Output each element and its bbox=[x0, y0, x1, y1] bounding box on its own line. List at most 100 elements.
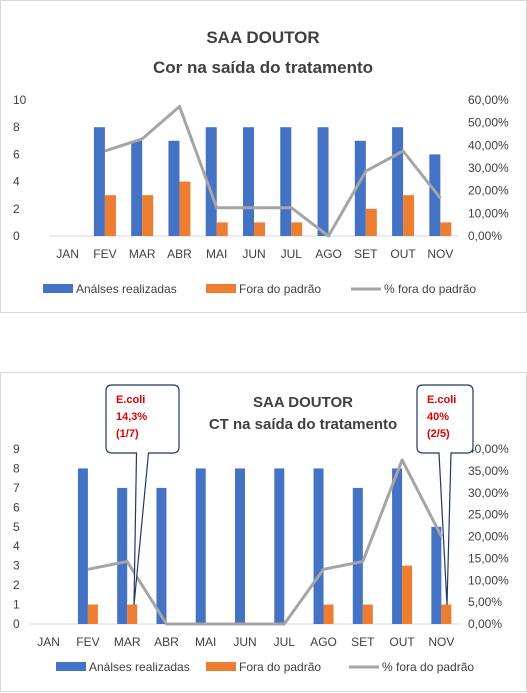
chart-title: SAA DOUTOR bbox=[253, 394, 353, 411]
x-tick-label: AGO bbox=[310, 635, 337, 649]
x-tick-label: ABR bbox=[154, 635, 179, 649]
bar-out-of-standard bbox=[127, 604, 138, 624]
x-tick-label: FEV bbox=[76, 635, 99, 649]
y2-tick-label: 50,00% bbox=[468, 116, 509, 130]
x-tick-label: MAI bbox=[206, 247, 227, 261]
x-tick-label: FEV bbox=[93, 247, 116, 261]
y2-tick-label: 35,00% bbox=[468, 464, 509, 478]
y-tick-label: 2 bbox=[13, 202, 20, 216]
y2-tick-label: 60,00% bbox=[468, 93, 509, 107]
chart-cor: SAA DOUTOR Cor na saída do tratamento 0 2… bbox=[13, 28, 509, 296]
y2-tick-label: 30,00% bbox=[468, 486, 509, 500]
bar-analyses bbox=[243, 127, 254, 236]
legend-label: % fora do padrão bbox=[384, 282, 476, 296]
bar-analyses bbox=[392, 468, 403, 624]
x-tick-label: JUN bbox=[233, 635, 256, 649]
y-tick-label: 9 bbox=[13, 442, 20, 456]
legend-swatch bbox=[206, 284, 236, 293]
x-tick-label: OUT bbox=[390, 247, 416, 261]
y2-tick-label: 5,00% bbox=[468, 595, 502, 609]
x-tick-label: AGO bbox=[315, 247, 342, 261]
bar-analyses bbox=[156, 487, 167, 624]
bar-analyses bbox=[205, 127, 217, 236]
x-tick-label: SET bbox=[354, 247, 378, 261]
bar-out-of-standard bbox=[291, 222, 303, 236]
legend-label: Análses realizadas bbox=[89, 660, 190, 674]
y-tick-label: 6 bbox=[13, 147, 20, 161]
x-tick-label: ABR bbox=[167, 247, 192, 261]
callout-box bbox=[105, 384, 180, 606]
chart-ct: SAA DOUTOR CT na saída do tratamento 0 1 2… bbox=[13, 384, 509, 674]
bar-analyses bbox=[354, 140, 366, 236]
bar-out-of-standard bbox=[254, 222, 265, 236]
x-tick-label: JAN bbox=[37, 635, 60, 649]
line-percent-out bbox=[104, 105, 442, 238]
bar-out-of-standard bbox=[362, 604, 373, 624]
x-tick-label: JUL bbox=[281, 247, 303, 261]
x-tick-label: OUT bbox=[389, 635, 415, 649]
callout-box bbox=[416, 384, 474, 606]
legend-label: Fora do padrão bbox=[239, 282, 321, 296]
y2-tick-label: 25,00% bbox=[468, 508, 509, 522]
x-tick-label: MAR bbox=[114, 635, 141, 649]
x-tick-label: SET bbox=[351, 635, 375, 649]
bar-out-of-standard bbox=[142, 195, 154, 236]
y2-tick-label: 20,00% bbox=[468, 184, 509, 198]
y-tick-label: 4 bbox=[13, 175, 20, 189]
y-tick-label: 4 bbox=[13, 539, 20, 553]
bar-out-of-standard bbox=[104, 195, 116, 236]
y-tick-label: 10 bbox=[13, 93, 27, 107]
y2-tick-label: 10,00% bbox=[468, 573, 509, 587]
bar-out-of-standard bbox=[216, 222, 228, 236]
bar-analyses bbox=[392, 127, 404, 236]
y-tick-label: 0 bbox=[13, 617, 20, 631]
legend-swatch bbox=[56, 662, 86, 671]
legend-label: Análses realizadas bbox=[76, 282, 177, 296]
callout-text: E.coli bbox=[427, 394, 456, 406]
y-tick-label: 7 bbox=[13, 481, 20, 495]
y-tick-label: 6 bbox=[13, 500, 20, 514]
x-tick-label: MAR bbox=[129, 247, 156, 261]
y-tick-label: 2 bbox=[13, 578, 20, 592]
chart-subtitle: CT na saída do tratamento bbox=[209, 416, 397, 433]
callout-text: (2/5) bbox=[427, 428, 450, 440]
bar-out-of-standard bbox=[402, 565, 413, 624]
bar-out-of-standard bbox=[323, 604, 334, 624]
chart-panel-ct: SAA DOUTOR CT na saída do tratamento 0 1 2… bbox=[0, 372, 527, 692]
bar-analyses bbox=[280, 127, 292, 236]
legend-swatch bbox=[43, 284, 73, 293]
chart-subtitle: Cor na saída do tratamento bbox=[153, 58, 373, 77]
y2-tick-label: 40,00% bbox=[468, 138, 509, 152]
y2-tick-label: 0,00% bbox=[468, 617, 502, 631]
bar-analyses bbox=[352, 487, 363, 624]
bar-analyses bbox=[313, 468, 324, 624]
line-percent-out bbox=[87, 458, 443, 626]
bar-analyses bbox=[429, 154, 441, 236]
callout-text: 14,3% bbox=[116, 411, 147, 423]
y2-tick-label: 0,00% bbox=[468, 229, 502, 243]
callout-text: E.coli bbox=[116, 394, 145, 406]
x-tick-label: NOV bbox=[427, 247, 453, 261]
y2-tick-label: 40,00% bbox=[468, 442, 509, 456]
legend-label: % fora do padrão bbox=[382, 660, 474, 674]
x-tick-label: JAN bbox=[56, 247, 79, 261]
y2-tick-label: 30,00% bbox=[468, 161, 509, 175]
bar-analyses bbox=[235, 468, 245, 624]
callout-text: (1/7) bbox=[116, 428, 139, 440]
bar-out-of-standard bbox=[179, 181, 191, 236]
callout-text: 40% bbox=[427, 411, 449, 423]
y2-tick-label: 20,00% bbox=[468, 530, 509, 544]
y-tick-label: 3 bbox=[13, 559, 20, 573]
bar-out-of-standard bbox=[440, 222, 452, 236]
x-tick-label: JUL bbox=[274, 635, 296, 649]
bar-out-of-standard bbox=[403, 195, 415, 236]
bar-analyses bbox=[317, 127, 329, 236]
bar-analyses bbox=[168, 140, 180, 236]
y2-tick-label: 15,00% bbox=[468, 551, 509, 565]
legend-swatch bbox=[206, 662, 236, 671]
x-tick-label: NOV bbox=[428, 635, 454, 649]
bar-out-of-standard bbox=[365, 208, 377, 236]
y-tick-label: 0 bbox=[13, 229, 20, 243]
y2-tick-label: 10,00% bbox=[468, 206, 509, 220]
y-tick-label: 8 bbox=[13, 461, 20, 475]
